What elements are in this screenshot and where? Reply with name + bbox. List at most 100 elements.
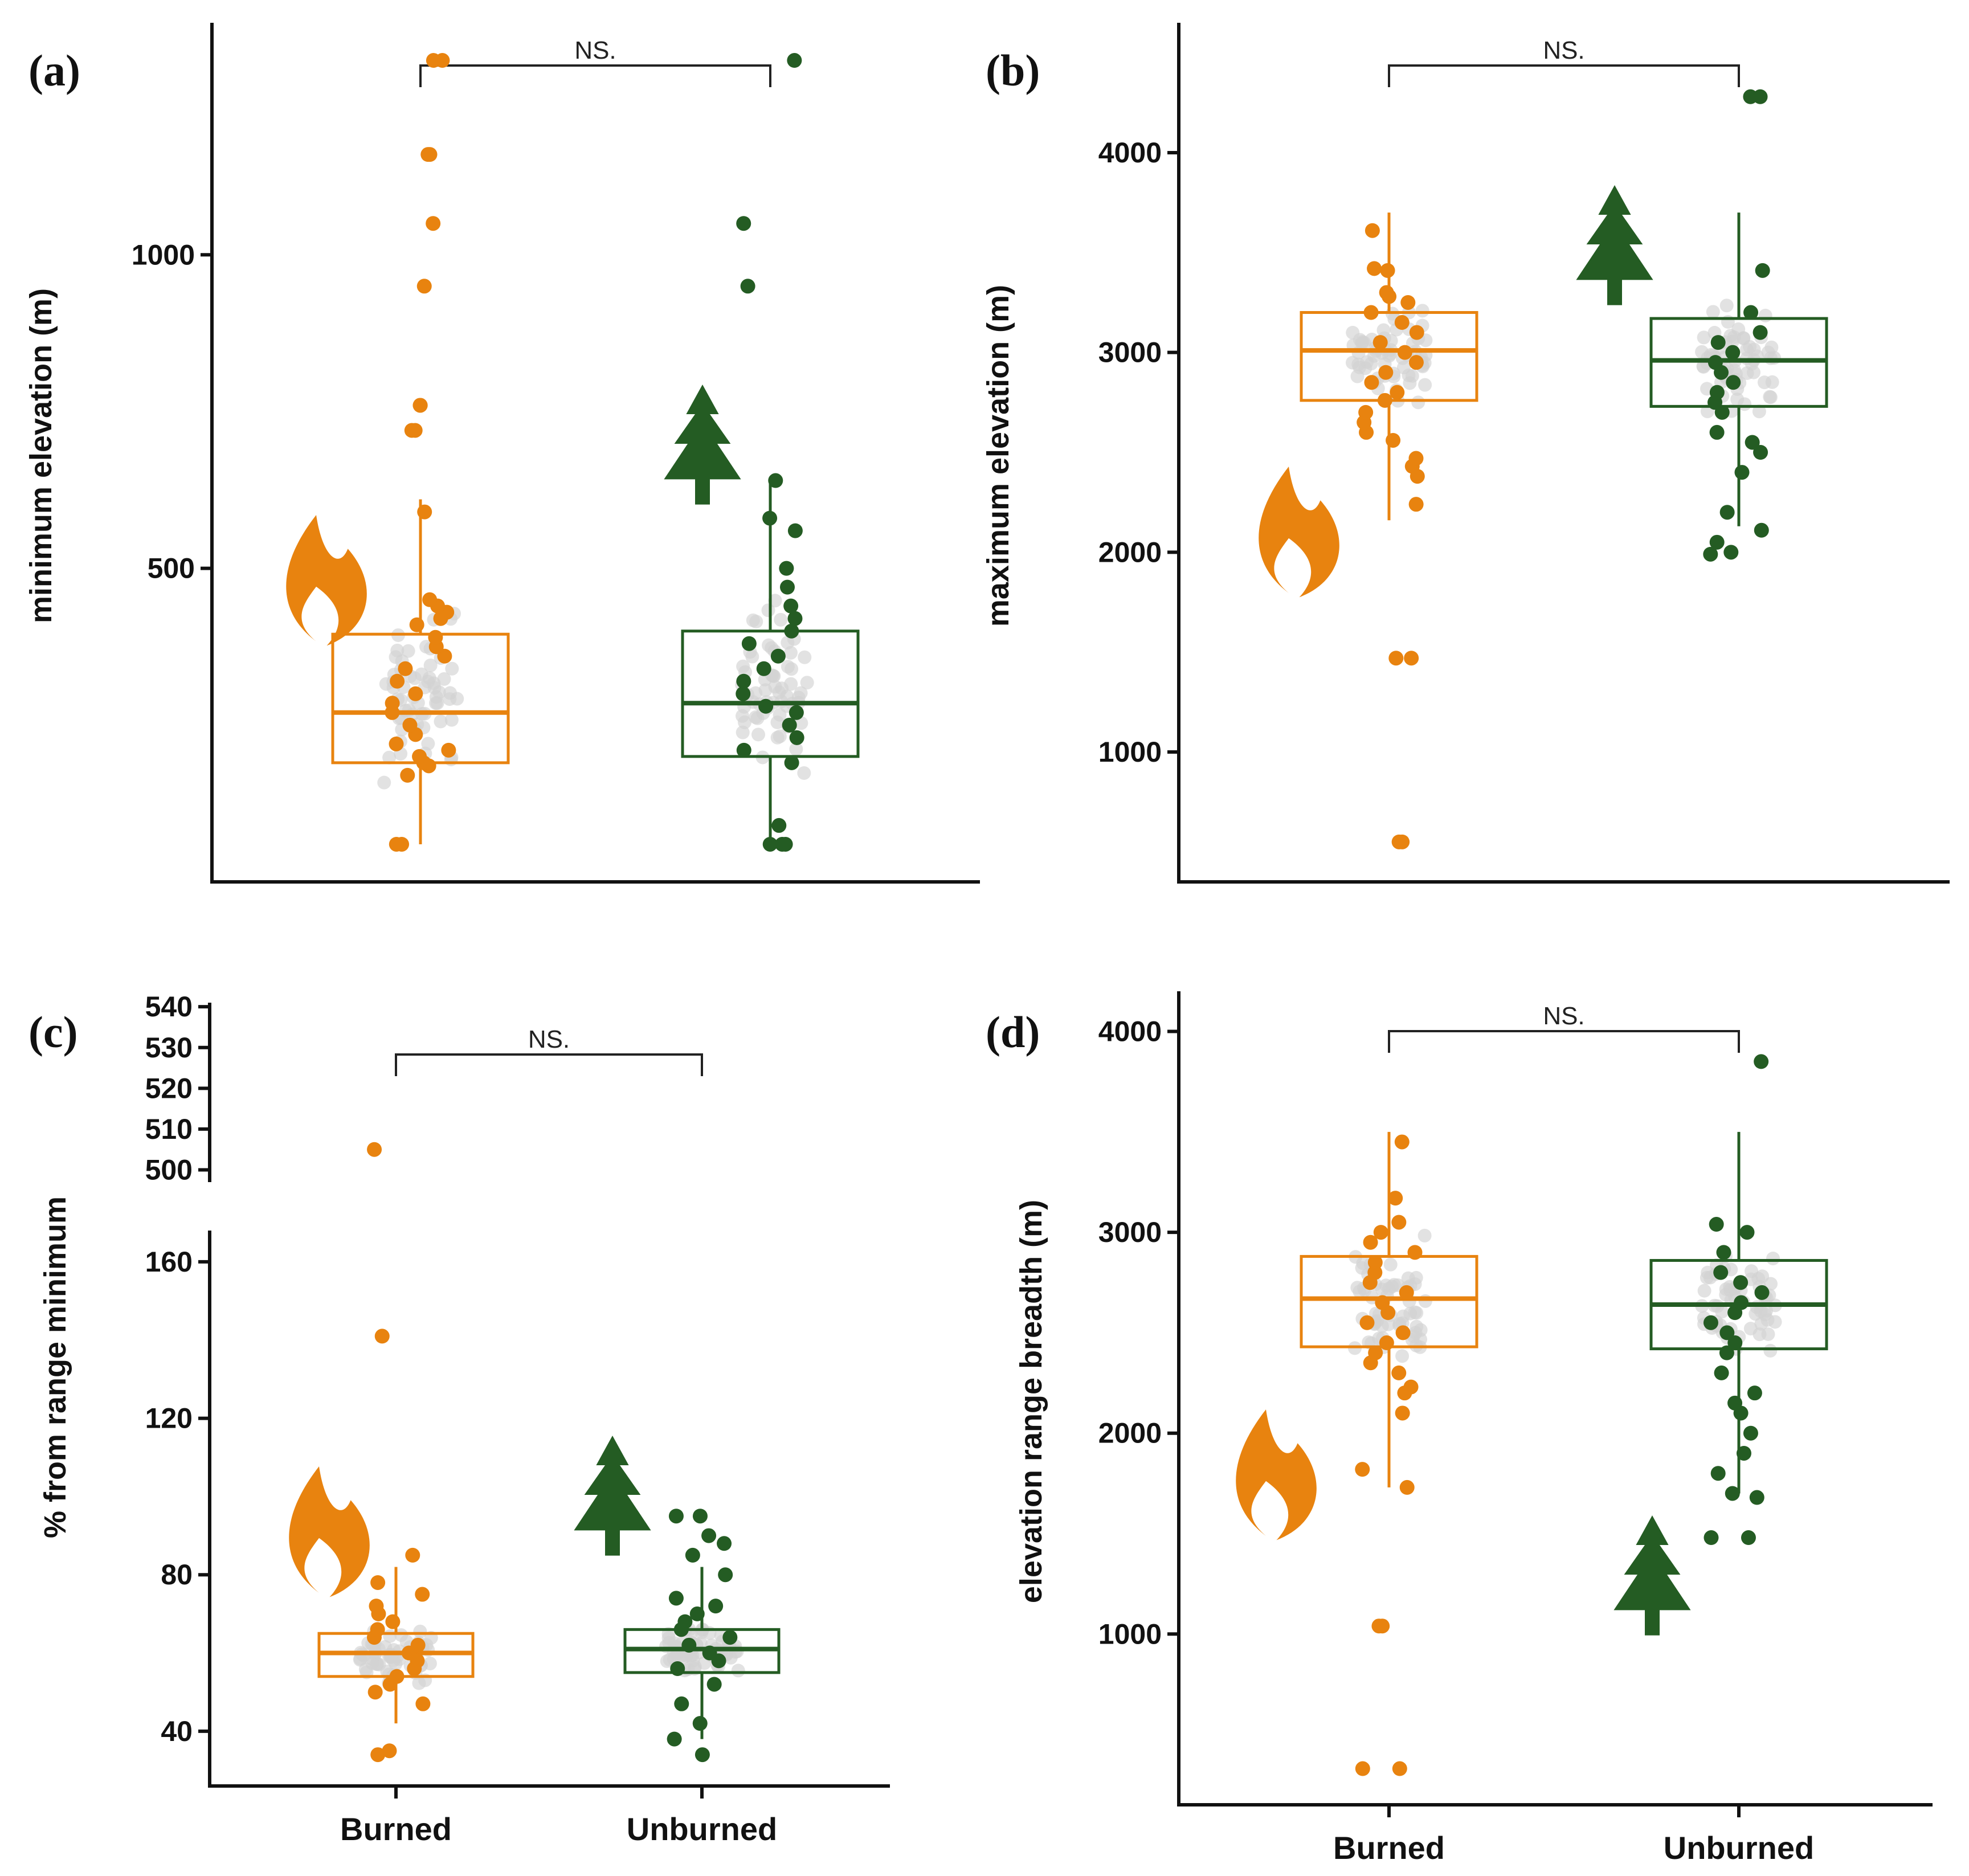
background-point — [1758, 308, 1772, 322]
data-point — [1394, 1134, 1410, 1150]
data-point — [1404, 651, 1419, 666]
y-tick-label: 1000 — [132, 239, 195, 271]
x-tick-label: Unburned — [1664, 1830, 1814, 1866]
data-point — [1741, 1530, 1756, 1546]
data-point — [370, 1747, 386, 1763]
data-point — [789, 730, 804, 745]
data-point — [1709, 424, 1725, 440]
y-axis-title: elevation range breadth (m) — [1014, 1200, 1048, 1603]
significance-label: NS. — [1543, 36, 1584, 64]
data-point — [1719, 1345, 1734, 1360]
panel-letter: (c) — [28, 1007, 78, 1057]
data-point — [1726, 375, 1741, 390]
y-tick-label: 3000 — [1098, 337, 1162, 369]
data-point — [1397, 345, 1412, 360]
background-point — [785, 662, 799, 676]
data-point — [409, 617, 424, 632]
data-point — [674, 1696, 689, 1711]
significance-label: NS. — [1543, 1002, 1584, 1030]
background-point — [1418, 1294, 1432, 1308]
data-point — [402, 717, 418, 733]
data-point — [428, 630, 443, 645]
data-point — [416, 279, 432, 294]
data-point — [1734, 465, 1750, 480]
data-point — [1399, 1479, 1415, 1495]
data-point — [1364, 375, 1379, 390]
y-axis-title: % from range minimum — [38, 1196, 72, 1538]
y-tick-label: 4000 — [1098, 1016, 1162, 1048]
background-point — [1357, 336, 1371, 350]
data-point — [1358, 404, 1374, 420]
background-point — [1408, 1305, 1422, 1319]
background-point — [377, 775, 391, 790]
data-point — [1388, 651, 1404, 666]
data-point — [1709, 1217, 1724, 1232]
background-point — [1697, 1284, 1711, 1298]
background-point — [1757, 375, 1771, 390]
y-tick-label: 1000 — [1098, 736, 1162, 768]
data-point — [692, 1716, 708, 1731]
data-point — [1733, 1275, 1749, 1290]
background-point — [1350, 369, 1365, 383]
background-point — [382, 750, 397, 765]
data-point — [789, 705, 804, 720]
y-tick-label: 1000 — [1098, 1618, 1162, 1650]
data-point — [385, 696, 400, 711]
background-point — [401, 644, 415, 658]
tree-icon — [1613, 1515, 1691, 1636]
data-point — [702, 1645, 717, 1661]
data-point — [1391, 1215, 1407, 1230]
data-point — [1378, 365, 1394, 380]
background-point — [1763, 351, 1778, 365]
background-point — [1403, 376, 1417, 390]
data-point — [1400, 295, 1416, 310]
y-tick-label: 3000 — [1098, 1216, 1162, 1248]
y-tick-label: 160 — [145, 1246, 193, 1278]
data-point — [736, 686, 751, 701]
background-point — [444, 713, 459, 727]
background-point — [1764, 340, 1779, 354]
background-point — [774, 612, 788, 627]
background-point — [736, 659, 750, 673]
data-point — [1736, 1445, 1751, 1461]
background-point — [1743, 1322, 1758, 1336]
box-burned — [331, 53, 510, 852]
data-point — [400, 767, 415, 783]
background-point — [767, 669, 781, 683]
data-point — [1734, 1295, 1749, 1310]
panel-a: (a) 500 1000 minimum elevation (m) NS. — [24, 23, 980, 884]
data-point — [722, 1630, 738, 1645]
data-point — [1379, 285, 1394, 300]
box-burned — [317, 1142, 475, 1763]
data-point — [1408, 355, 1424, 370]
data-point — [782, 717, 797, 733]
box-unburned — [1649, 1054, 1828, 1546]
data-point — [1407, 1245, 1423, 1260]
data-point — [412, 749, 427, 764]
data-point — [1739, 1225, 1755, 1240]
y-tick-label: 2000 — [1098, 536, 1162, 568]
panel-c: (c) 500 510 520 530 540 40 80 120 160 % from range… — [28, 991, 890, 1847]
background-point — [1351, 357, 1366, 371]
data-point — [1753, 445, 1768, 460]
data-point — [706, 1677, 722, 1692]
data-point — [718, 1567, 733, 1583]
flame-icon — [1259, 467, 1339, 598]
box-unburned — [681, 53, 860, 852]
data-point — [367, 1142, 382, 1157]
data-point — [668, 1509, 684, 1524]
background-point — [1395, 1349, 1410, 1363]
data-point — [390, 673, 405, 689]
data-point — [736, 216, 751, 231]
significance-bracket — [1388, 1030, 1740, 1053]
data-point — [784, 755, 799, 770]
data-point — [1723, 545, 1739, 560]
data-point — [1709, 385, 1725, 400]
data-point — [1719, 1325, 1735, 1340]
data-point — [778, 836, 793, 852]
data-point — [1747, 1385, 1762, 1401]
background-point — [1415, 304, 1429, 318]
background-point — [445, 661, 459, 676]
data-point — [389, 836, 404, 852]
data-point — [422, 592, 438, 607]
